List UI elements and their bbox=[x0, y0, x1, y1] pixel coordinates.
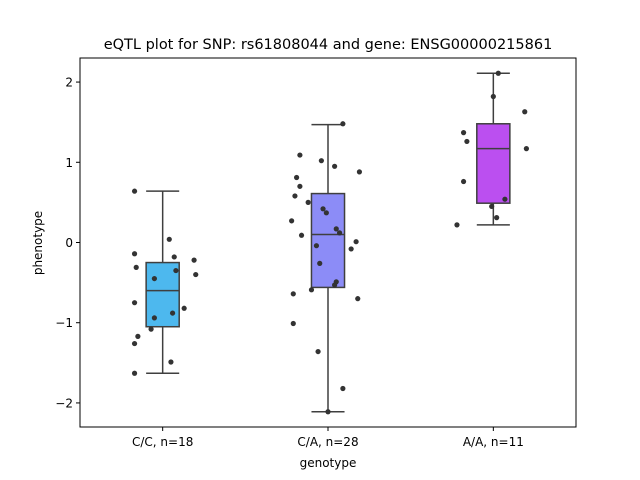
data-point bbox=[193, 271, 199, 278]
data-point bbox=[131, 251, 138, 257]
x-tick-label: C/C, n=18 bbox=[132, 435, 193, 449]
data-point bbox=[460, 178, 467, 185]
y-tick-label: 1 bbox=[65, 156, 73, 170]
y-tick-label: −2 bbox=[55, 396, 73, 410]
data-point bbox=[353, 239, 359, 245]
data-point bbox=[332, 282, 338, 288]
x-tick-label: C/A, n=28 bbox=[297, 435, 358, 449]
box-group-0 bbox=[145, 190, 180, 375]
box bbox=[145, 261, 180, 328]
data-point bbox=[131, 340, 138, 347]
y-tick-label: 0 bbox=[65, 236, 73, 250]
data-point bbox=[131, 370, 138, 376]
y-tick-label: −1 bbox=[55, 316, 73, 330]
data-point bbox=[315, 348, 321, 355]
data-point bbox=[168, 359, 174, 365]
points-group-2 bbox=[454, 70, 530, 228]
data-point bbox=[290, 320, 296, 327]
data-point bbox=[297, 152, 303, 158]
y-tick-label: 2 bbox=[65, 76, 73, 90]
data-point bbox=[173, 267, 179, 274]
data-point bbox=[333, 226, 339, 232]
box-group-1 bbox=[310, 123, 346, 413]
data-point bbox=[290, 291, 296, 297]
points-group-1 bbox=[289, 121, 363, 415]
data-point bbox=[298, 232, 305, 238]
data-point bbox=[523, 146, 530, 152]
data-point bbox=[340, 385, 346, 392]
y-axis: 2 1 0 −1 −2 bbox=[55, 76, 80, 410]
data-point bbox=[318, 158, 324, 164]
data-point bbox=[340, 121, 346, 127]
data-point bbox=[148, 326, 154, 332]
data-point bbox=[313, 243, 320, 249]
data-point bbox=[348, 246, 354, 252]
points-group-0 bbox=[131, 188, 199, 376]
data-point bbox=[297, 183, 303, 189]
x-tick-label: A/A, n=11 bbox=[463, 435, 524, 449]
data-point bbox=[133, 264, 139, 270]
data-point bbox=[495, 70, 501, 76]
data-point bbox=[292, 193, 298, 199]
data-point bbox=[489, 203, 495, 210]
box bbox=[310, 192, 346, 289]
box-group-2 bbox=[476, 72, 511, 226]
data-point bbox=[131, 188, 138, 194]
data-point bbox=[181, 305, 187, 311]
data-point bbox=[464, 138, 470, 145]
data-point bbox=[317, 260, 323, 266]
x-axis: C/C, n=18 C/A, n=28 A/A, n=11 bbox=[132, 427, 524, 449]
data-point bbox=[293, 174, 300, 181]
data-point bbox=[191, 257, 197, 263]
data-point bbox=[308, 287, 315, 293]
data-point bbox=[151, 315, 157, 321]
data-point bbox=[336, 230, 343, 236]
data-point bbox=[166, 236, 172, 242]
data-point bbox=[454, 222, 460, 228]
data-point bbox=[325, 409, 331, 415]
data-point bbox=[289, 218, 295, 224]
data-point bbox=[332, 163, 338, 169]
data-point bbox=[460, 130, 467, 136]
y-axis-label: phenotype bbox=[31, 211, 45, 275]
data-point bbox=[135, 333, 141, 339]
chart-title: eQTL plot for SNP: rs61808044 and gene: … bbox=[104, 37, 553, 53]
x-axis-label: genotype bbox=[300, 456, 357, 470]
data-point bbox=[490, 93, 496, 100]
data-point bbox=[305, 199, 311, 205]
data-point bbox=[169, 310, 176, 316]
data-point bbox=[494, 215, 500, 221]
data-point bbox=[320, 206, 326, 212]
data-point bbox=[171, 254, 177, 260]
data-point bbox=[151, 275, 157, 282]
data-point bbox=[131, 300, 138, 306]
data-point bbox=[502, 196, 508, 202]
data-point bbox=[522, 109, 528, 115]
data-point bbox=[323, 210, 329, 216]
box bbox=[476, 123, 511, 204]
plot-area bbox=[131, 70, 530, 415]
data-point bbox=[355, 296, 361, 302]
data-point bbox=[356, 169, 363, 175]
